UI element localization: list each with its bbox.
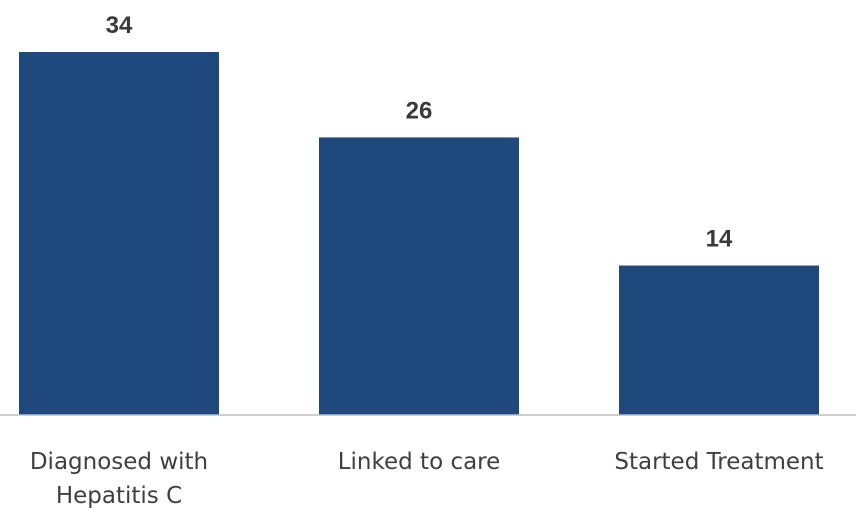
data-label-0: 34 — [106, 12, 133, 39]
bar-2 — [619, 265, 819, 415]
category-label-2-line-0: Started Treatment — [614, 449, 823, 475]
bar-0 — [19, 52, 219, 415]
value-labels-layer: 34 26 14 — [106, 12, 733, 253]
category-labels-layer: Diagnosed with Hepatitis C Linked to care S… — [30, 449, 824, 509]
data-label-2: 14 — [706, 226, 733, 253]
data-label-1: 26 — [406, 97, 433, 124]
bar-1 — [319, 137, 519, 416]
bars-layer — [19, 52, 819, 416]
category-label-0-line-0: Diagnosed with — [30, 449, 208, 475]
category-label-0-line-1: Hepatitis C — [56, 483, 182, 509]
category-label-1-line-0: Linked to care — [338, 449, 501, 475]
